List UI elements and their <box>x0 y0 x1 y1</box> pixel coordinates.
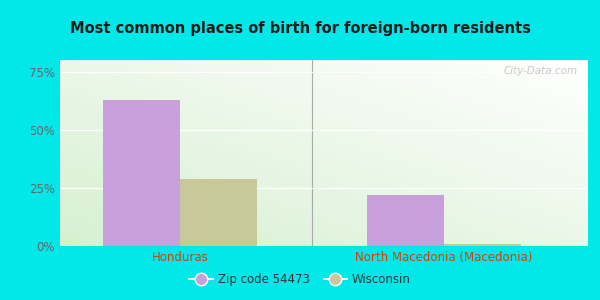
Bar <box>180 178 257 246</box>
Legend: Zip code 54473, Wisconsin: Zip code 54473, Wisconsin <box>184 269 416 291</box>
Bar <box>103 100 180 246</box>
Bar <box>444 244 521 246</box>
Bar <box>367 195 444 246</box>
Text: Most common places of birth for foreign-born residents: Most common places of birth for foreign-… <box>70 21 530 36</box>
Text: City-Data.com: City-Data.com <box>503 66 577 76</box>
